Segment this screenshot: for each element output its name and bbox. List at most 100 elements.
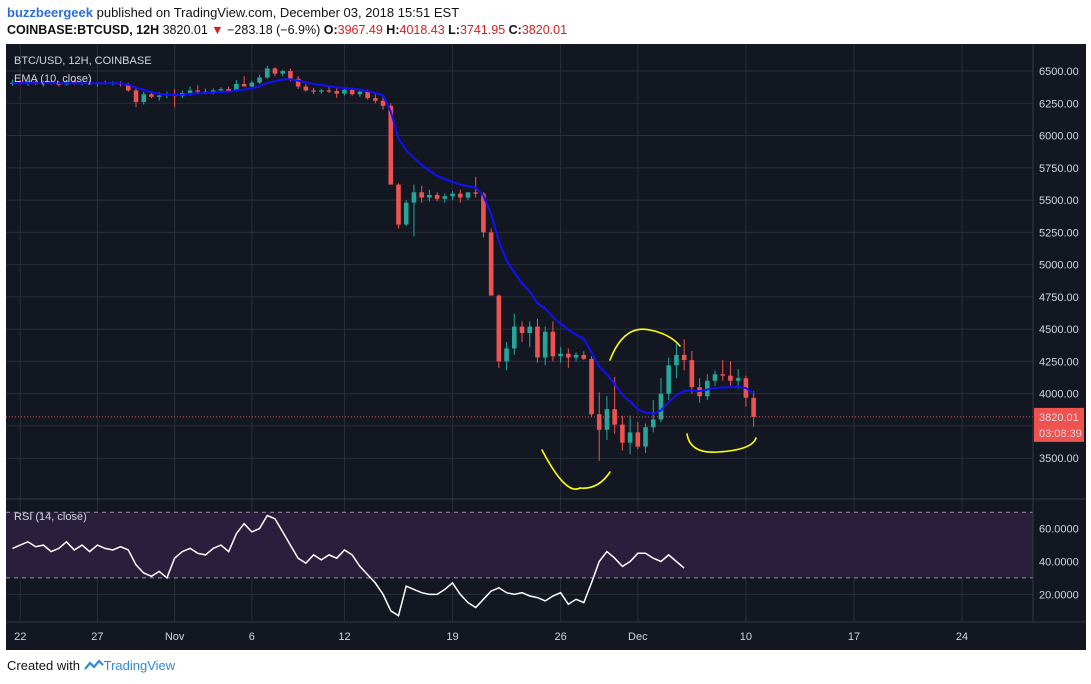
time-tick-label: 10 [740, 631, 752, 643]
candle-body [681, 354, 687, 361]
pane-title: BTC/USD, 12H, COINBASE [14, 55, 152, 67]
candle-body [373, 98, 378, 101]
low-value: 3741.95 [459, 23, 506, 37]
candle [450, 191, 455, 201]
candle-body [481, 193, 486, 233]
open-value: 3967.49 [337, 23, 383, 37]
candle-body [149, 94, 154, 97]
candle [635, 422, 641, 450]
candle [319, 89, 324, 94]
candle [527, 321, 533, 348]
candle-body [326, 90, 332, 92]
author-link[interactable]: buzzbeergeek [7, 5, 93, 20]
annotation-arc-low-left[interactable] [541, 449, 611, 490]
tradingview-brand[interactable]: TradingView [103, 658, 176, 673]
candle [311, 87, 316, 95]
candle-body [434, 194, 440, 199]
candle [504, 342, 509, 371]
price-tick-label: 6000.00 [1039, 131, 1079, 143]
candle-body [195, 90, 201, 92]
low-label: L: [448, 23, 460, 37]
candle [427, 189, 432, 202]
time-tick-label: 22 [14, 631, 26, 643]
time-tick-label: 27 [91, 631, 103, 643]
candle [241, 76, 247, 87]
rsi-axis[interactable]: 60.0000 40.0000 20.0000 [1039, 524, 1079, 602]
candle-body [311, 90, 316, 92]
candle-body [319, 90, 324, 92]
candle-body [550, 331, 556, 357]
price-tick-label: 5000.00 [1039, 260, 1079, 272]
candle [728, 361, 733, 386]
down-arrow-icon: ▼ [211, 23, 224, 37]
rsi-line [12, 514, 685, 617]
candle [195, 85, 201, 94]
price-badge-value: 3820.01 [1039, 412, 1079, 424]
candle [326, 87, 332, 93]
candle-body [187, 90, 193, 93]
rsi-tick-label: 40.0000 [1039, 557, 1079, 569]
candle [535, 318, 540, 363]
candle [681, 339, 687, 371]
time-tick-label: Nov [165, 631, 185, 643]
candle-body [133, 90, 139, 103]
candle-body [411, 192, 417, 203]
close-label: C: [508, 23, 522, 37]
candle-body [380, 100, 386, 106]
candle [272, 67, 278, 77]
candle [442, 193, 448, 203]
candle [380, 96, 386, 110]
chart-area[interactable]: 6500.00 6250.00 6000.00 5750.00 5500.00 5250.… [6, 44, 1086, 650]
candle [465, 192, 471, 201]
candle-body [627, 432, 633, 443]
last-price: 3820.01 [162, 23, 208, 37]
candle [457, 189, 463, 203]
price-tick-label: 5500.00 [1039, 195, 1079, 207]
candle-body [643, 427, 648, 447]
candle-body [674, 354, 679, 366]
annotation-arc-low-right[interactable] [686, 433, 757, 453]
candle-body [650, 419, 656, 428]
price-axis[interactable]: 6500.00 6250.00 6000.00 5750.00 5500.00 5250.… [1039, 66, 1079, 465]
candle-body [249, 82, 255, 87]
candle [434, 192, 440, 202]
price-tick-label: 4750.00 [1039, 292, 1079, 304]
price-tick-label: 5250.00 [1039, 227, 1079, 239]
candle-body [357, 91, 363, 95]
candle [620, 415, 625, 451]
candle-body [728, 375, 733, 381]
ema-legend: EMA (10, close) [14, 73, 92, 85]
rsi-tick-label: 60.0000 [1039, 524, 1079, 536]
candle-body [257, 77, 262, 83]
drawn-annotations[interactable] [541, 328, 757, 490]
time-axis[interactable]: 22 27 Nov 6 12 19 26 Dec 10 17 24 [14, 631, 968, 643]
candle-body [241, 83, 247, 87]
tradingview-logo-icon[interactable] [83, 659, 104, 671]
high-label: H: [386, 23, 400, 37]
annotation-arc-top[interactable] [609, 328, 681, 361]
candle [512, 313, 517, 355]
candle-body [465, 192, 471, 198]
candle-body [303, 86, 309, 91]
time-tick-label: 6 [249, 631, 255, 643]
time-tick-label: 26 [554, 631, 566, 643]
candle-body [527, 326, 533, 334]
publish-info: buzzbeergeek published on TradingView.co… [7, 5, 459, 20]
candle-body [635, 432, 641, 447]
candle [373, 94, 378, 104]
candle-body [342, 89, 347, 94]
candle-body [519, 326, 525, 334]
candle-series [10, 65, 756, 461]
candle [596, 392, 602, 461]
candle [573, 352, 579, 362]
candle-body [504, 348, 509, 362]
candle [496, 294, 502, 368]
candle [303, 83, 309, 92]
candle-body [596, 414, 602, 430]
ohlc-line: COINBASE:BTCUSD, 12H 3820.01 ▼ −283.18 (… [7, 23, 567, 37]
candle-body [334, 91, 340, 94]
candle [295, 76, 301, 90]
candle [751, 391, 756, 427]
candle-body [473, 192, 478, 194]
candle [542, 326, 548, 366]
